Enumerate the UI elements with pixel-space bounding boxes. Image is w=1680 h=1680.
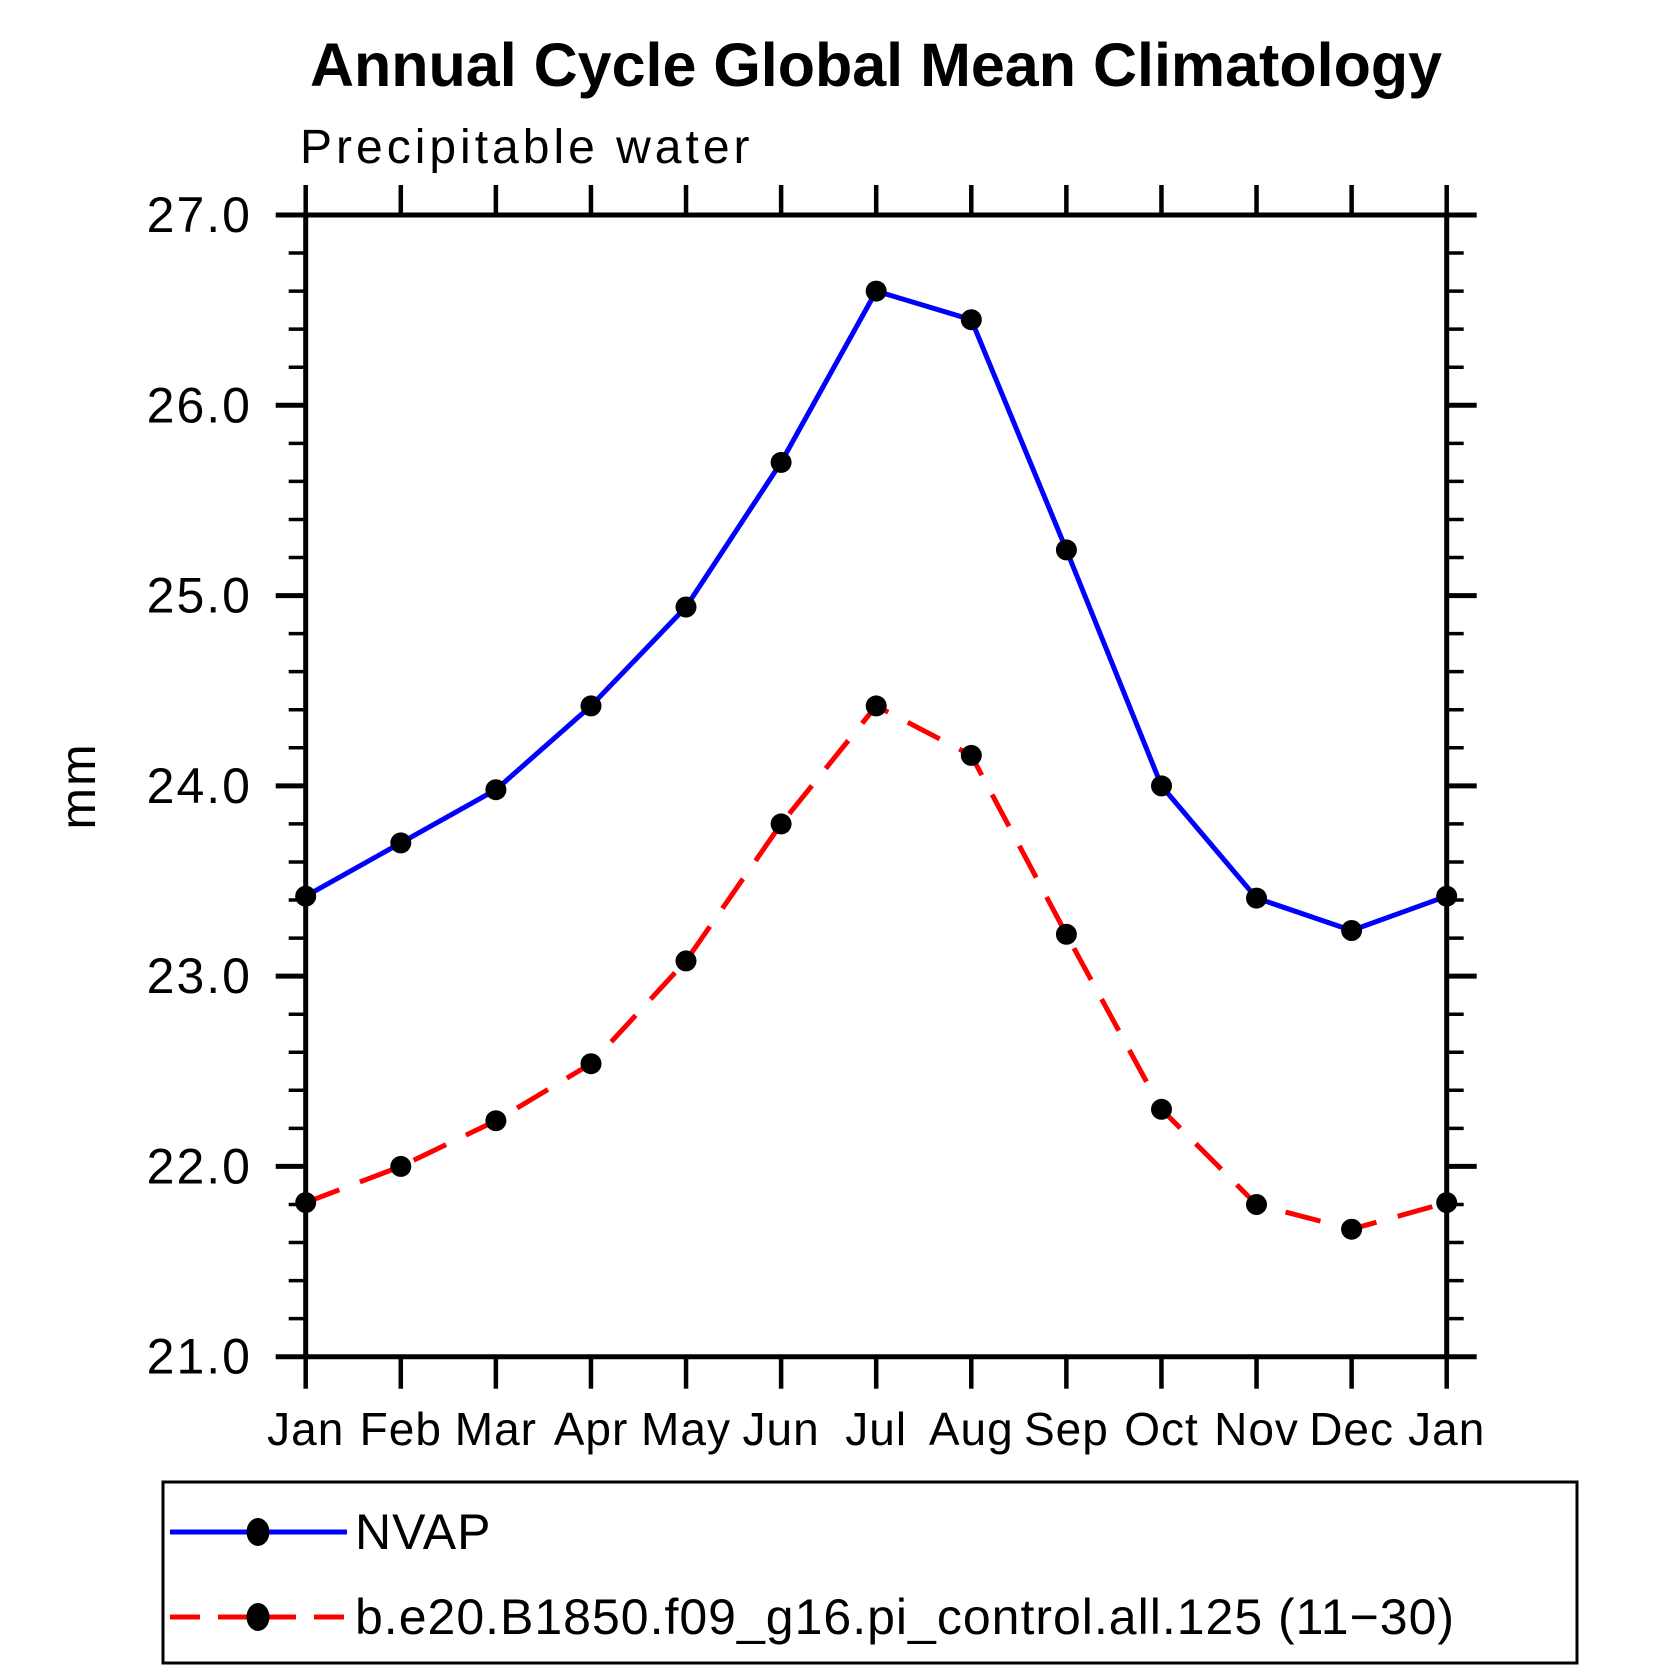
model-point-sep-8 [1055, 923, 1077, 945]
nvap-point-aug-7 [960, 309, 982, 331]
nvap-point-apr-3 [580, 695, 602, 717]
model-point-aug-7 [960, 744, 982, 766]
x-tick-labels: Jan Feb Mar Apr May Jun Jul Aug Sep Oct … [267, 1403, 1485, 1455]
model-point-apr-3 [580, 1053, 602, 1075]
nvap-point-oct-9 [1151, 775, 1172, 797]
nvap-point-nov-10 [1246, 887, 1267, 909]
legend-marker-icon [246, 1518, 270, 1546]
model-point-dec-11 [1341, 1218, 1363, 1240]
chart-title: Annual Cycle Global Mean Climatology [310, 31, 1442, 99]
y-tick-label: 23.0 [147, 948, 252, 1004]
legend-marker-icon [246, 1603, 270, 1631]
model-point-jan-0 [295, 1192, 317, 1214]
nvap-point-mar-2 [485, 779, 507, 801]
model-point-oct-9 [1151, 1098, 1172, 1120]
model-point-jul-6 [865, 695, 887, 717]
model-point-nov-10 [1246, 1194, 1267, 1215]
y-axis-label: mm [50, 742, 106, 829]
x-tick-label: Jan [1408, 1403, 1485, 1455]
nvap-point-jun-5 [770, 451, 792, 473]
x-tick-label: May [641, 1403, 731, 1455]
x-tick-label: Jul [845, 1403, 907, 1455]
y-tick-label: 25.0 [147, 568, 252, 624]
legend-label-model: b.e20.B1850.f09_g16.pi_control.all.125 (… [355, 1589, 1455, 1645]
y-tick-label: 24.0 [147, 758, 252, 814]
nvap-line [304, 288, 1448, 933]
nvap-point-jan-12 [1436, 885, 1458, 907]
x-tick-label: Apr [554, 1403, 629, 1455]
x-tick-label: Jan [267, 1403, 344, 1455]
legend-item-model: b.e20.B1850.f09_g16.pi_control.all.125 (… [170, 1589, 1455, 1645]
legend-item-nvap: NVAP [170, 1504, 491, 1560]
y-tick-label: 26.0 [147, 377, 252, 433]
x-tick-label: Aug [929, 1403, 1014, 1455]
chart-subtitle: Precipitable water [300, 121, 754, 174]
y-tick-label: 21.0 [147, 1329, 252, 1385]
y-tick-labels: 27.0 26.0 25.0 24.0 23.0 22.0 21.0 [147, 187, 252, 1385]
plot-area [275, 185, 1477, 1389]
model-point-jun-5 [770, 813, 792, 835]
nvap-point-sep-8 [1055, 539, 1077, 561]
x-tick-label: Jun [743, 1403, 820, 1455]
y-tick-label: 27.0 [147, 187, 252, 243]
nvap-point-jul-6 [865, 280, 887, 302]
model-point-mar-2 [485, 1110, 507, 1132]
x-tick-label: Nov [1214, 1403, 1299, 1455]
nvap-point-feb-1 [390, 832, 412, 854]
nvap-point-dec-11 [1341, 920, 1363, 941]
legend-label-nvap: NVAP [355, 1504, 491, 1560]
y-tick-label: 22.0 [147, 1138, 252, 1194]
legend: NVAP b.e20.B1850.f09_g16.pi_control.all.… [161, 1480, 1579, 1665]
model-line [304, 703, 1448, 1232]
x-tick-label: Oct [1124, 1403, 1199, 1455]
x-tick-label: Sep [1024, 1403, 1109, 1455]
model-point-jan-12 [1436, 1192, 1458, 1214]
model-point-feb-1 [390, 1155, 412, 1177]
model-point-may-4 [675, 950, 697, 972]
nvap-point-jan-0 [295, 885, 317, 907]
x-tick-label: Feb [360, 1403, 442, 1455]
x-tick-label: Mar [455, 1403, 537, 1455]
x-tick-label: Dec [1309, 1403, 1394, 1455]
legend-box [161, 1480, 1579, 1665]
nvap-point-may-4 [675, 596, 697, 618]
